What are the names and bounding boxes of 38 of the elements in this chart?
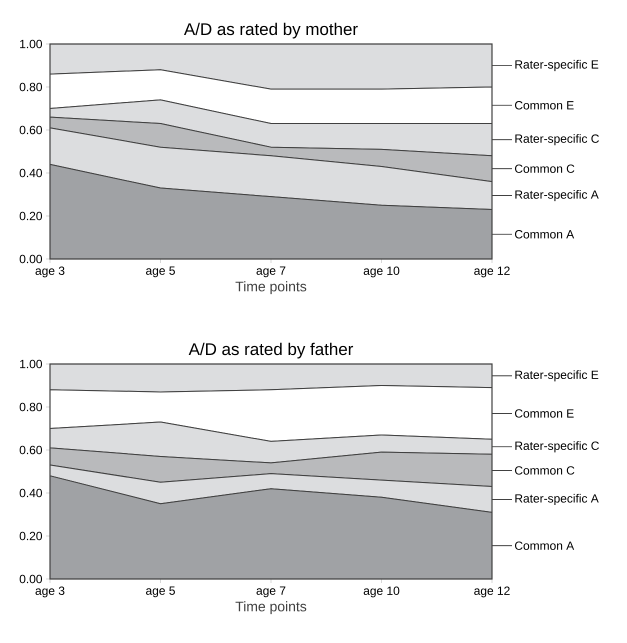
- series-label: Common C: [515, 164, 574, 173]
- x-tick-label: age 7: [256, 586, 286, 598]
- x-tick-label: age 5: [146, 266, 175, 278]
- y-tick-label: 0.20: [20, 212, 42, 220]
- series-label: Rater-specific C: [515, 134, 599, 146]
- x-tick-label: age 3: [36, 266, 64, 278]
- series-label: Rater-specific E: [515, 370, 598, 382]
- series-label: Common E: [515, 101, 574, 110]
- x-tick-label: age 12: [474, 266, 510, 278]
- y-tick-label: 0.00: [20, 574, 42, 584]
- y-tick-label: 1.00: [20, 40, 42, 48]
- x-tick-label: age 10: [364, 266, 400, 278]
- x-tick-label: age 7: [256, 266, 286, 278]
- x-tick-label: age 10: [364, 586, 400, 598]
- y-tick-label: 0.80: [20, 82, 42, 92]
- series-label: Common A: [515, 541, 574, 550]
- series-label: Common E: [515, 409, 574, 418]
- x-axis-title: Time points: [236, 601, 306, 614]
- series-label: Rater-specific C: [515, 441, 599, 452]
- chart-title: A/D as rated by mother: [184, 22, 358, 38]
- x-tick-label: age 3: [36, 586, 64, 598]
- y-tick-label: 0.00: [20, 254, 42, 264]
- x-tick-label: age 12: [474, 586, 510, 598]
- x-axis-title: Time points: [236, 281, 306, 294]
- y-tick-label: 0.40: [20, 168, 42, 178]
- y-tick-label: 0.60: [20, 126, 42, 134]
- y-tick-label: 0.60: [20, 446, 42, 454]
- chart-title: A/D as rated by father: [188, 342, 354, 358]
- series-label: Common C: [515, 466, 574, 475]
- y-tick-label: 1.00: [20, 360, 42, 368]
- y-tick-label: 0.20: [20, 532, 42, 540]
- series-label: Common A: [515, 230, 574, 238]
- y-tick-label: 0.80: [20, 402, 42, 412]
- series-label: Rater-specific E: [515, 60, 598, 72]
- series-label: Rater-specific A: [515, 494, 599, 506]
- y-tick-label: 0.40: [20, 488, 42, 498]
- x-tick-label: age 5: [146, 586, 175, 598]
- series-label: Rater-specific A: [515, 190, 599, 202]
